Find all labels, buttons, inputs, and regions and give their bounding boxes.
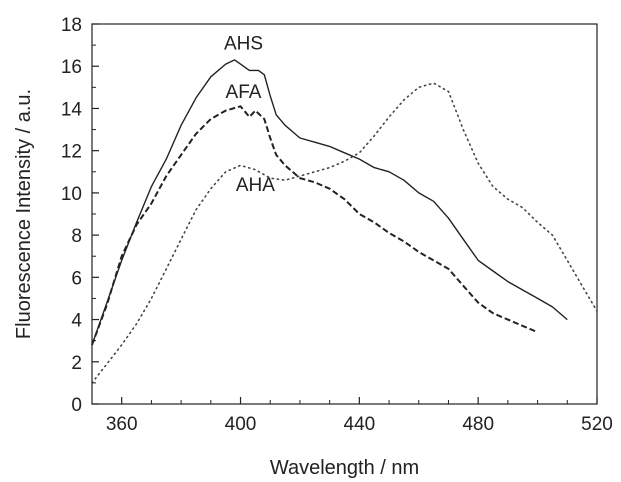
series-label-ahs: AHS (224, 33, 263, 54)
annotation-layer: AHS AFA AHA (224, 33, 275, 195)
series-label-aha: AHA (236, 175, 275, 196)
x-tick-label: 480 (462, 414, 494, 435)
x-tick-label: 520 (581, 414, 613, 435)
series-layer (91, 59, 598, 384)
y-tick-label: 14 (61, 99, 83, 120)
y-axis: 0 2 4 6 8 10 12 14 16 18 (61, 15, 99, 416)
x-tick-label: 360 (106, 414, 138, 435)
x-tick-label: 400 (225, 414, 257, 435)
series-line-afa (91, 105, 538, 346)
y-tick-label: 16 (61, 57, 82, 78)
plot-frame (91, 23, 598, 405)
y-tick-label: 2 (71, 353, 82, 374)
y-tick-label: 10 (61, 184, 82, 205)
y-tick-label: 6 (71, 268, 82, 289)
series-label-afa: AFA (226, 82, 262, 103)
x-axis: 360 400 440 480 520 (91, 397, 613, 435)
x-axis-title: Wavelength / nm (270, 457, 419, 479)
series-line-aha (91, 82, 598, 384)
y-tick-label: 12 (61, 142, 82, 163)
plot-area: AHS AFA AHA (91, 23, 598, 405)
y-tick-label: 18 (61, 15, 82, 36)
y-tick-label: 8 (71, 226, 82, 247)
y-tick-label: 4 (71, 311, 82, 332)
series-line-ahs (91, 59, 568, 346)
y-tick-label: 0 (71, 395, 82, 416)
x-tick-label: 440 (344, 414, 376, 435)
y-axis-title: Fluorescence Intensity / a.u. (13, 89, 35, 339)
